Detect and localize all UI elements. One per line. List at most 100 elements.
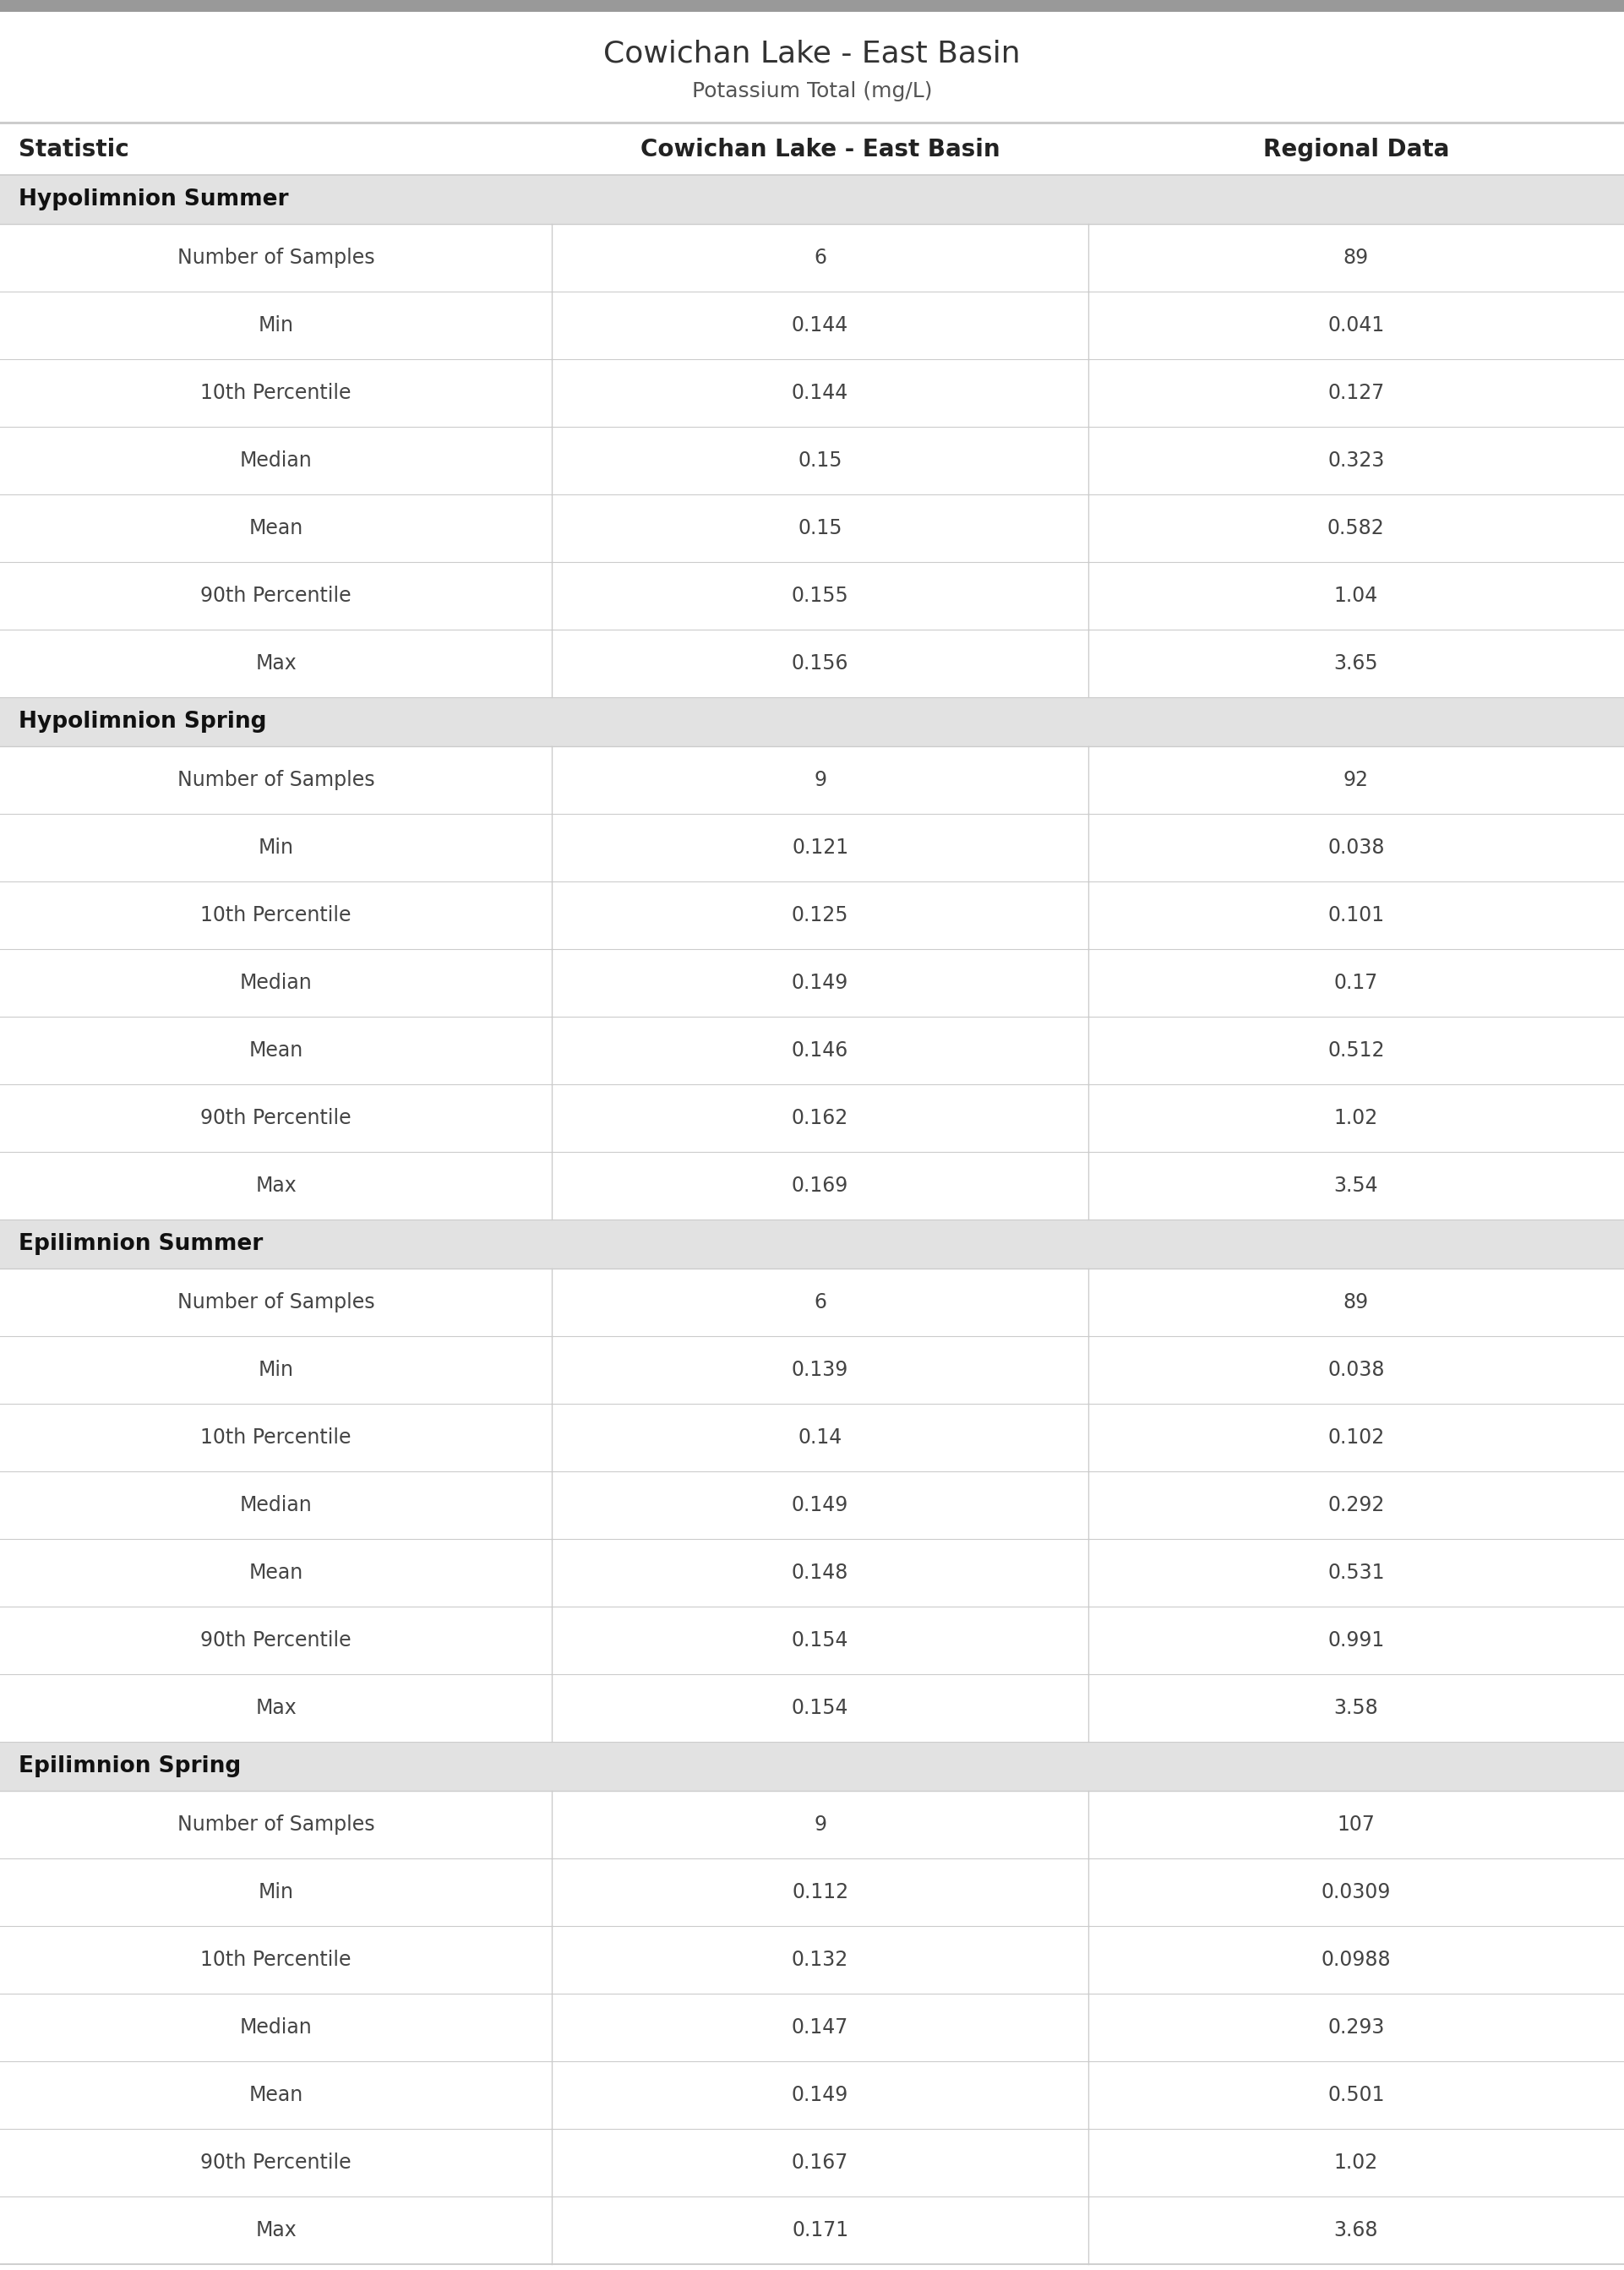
Text: Epilimnion Summer: Epilimnion Summer bbox=[18, 1233, 263, 1255]
Text: 0.125: 0.125 bbox=[791, 906, 849, 926]
Bar bbox=[0, 1403, 1624, 1471]
Text: 0.162: 0.162 bbox=[793, 1108, 848, 1128]
Text: Median: Median bbox=[240, 974, 312, 992]
Text: 0.512: 0.512 bbox=[1327, 1040, 1385, 1060]
Bar bbox=[0, 1607, 1624, 1675]
Text: 0.531: 0.531 bbox=[1327, 1562, 1385, 1582]
Text: Number of Samples: Number of Samples bbox=[177, 770, 375, 790]
Text: Mean: Mean bbox=[248, 1040, 304, 1060]
Text: 0.149: 0.149 bbox=[793, 974, 848, 992]
Text: 3.65: 3.65 bbox=[1333, 654, 1379, 674]
Bar bbox=[0, 125, 1624, 175]
Text: Min: Min bbox=[258, 838, 294, 858]
Text: 89: 89 bbox=[1343, 1292, 1369, 1312]
Text: Median: Median bbox=[240, 2018, 312, 2038]
Bar bbox=[0, 1539, 1624, 1607]
Bar bbox=[0, 1219, 1624, 1269]
Text: 0.102: 0.102 bbox=[1328, 1428, 1384, 1448]
Text: 0.041: 0.041 bbox=[1328, 316, 1384, 336]
Bar bbox=[0, 123, 1624, 125]
Text: 0.991: 0.991 bbox=[1328, 1630, 1384, 1650]
Text: Min: Min bbox=[258, 316, 294, 336]
Text: 0.101: 0.101 bbox=[1328, 906, 1384, 926]
Text: 90th Percentile: 90th Percentile bbox=[201, 1630, 351, 1650]
Text: Statistic: Statistic bbox=[18, 138, 128, 161]
Text: 0.154: 0.154 bbox=[791, 1630, 849, 1650]
Bar bbox=[0, 1675, 1624, 1741]
Text: 0.169: 0.169 bbox=[793, 1176, 848, 1196]
Text: 0.146: 0.146 bbox=[793, 1040, 848, 1060]
Bar bbox=[0, 1085, 1624, 1151]
Text: 90th Percentile: 90th Percentile bbox=[201, 1108, 351, 1128]
Text: 1.02: 1.02 bbox=[1333, 1108, 1379, 1128]
Text: Hypolimnion Spring: Hypolimnion Spring bbox=[18, 711, 266, 733]
Text: 0.148: 0.148 bbox=[791, 1562, 849, 1582]
Text: 0.292: 0.292 bbox=[1327, 1496, 1385, 1516]
Text: Max: Max bbox=[255, 654, 297, 674]
Text: 0.154: 0.154 bbox=[791, 1698, 849, 1718]
Text: 0.293: 0.293 bbox=[1327, 2018, 1385, 2038]
Text: Epilimnion Spring: Epilimnion Spring bbox=[18, 1755, 240, 1777]
Text: 0.149: 0.149 bbox=[793, 1496, 848, 1516]
Bar bbox=[0, 815, 1624, 881]
Text: 10th Percentile: 10th Percentile bbox=[201, 384, 351, 404]
Bar bbox=[0, 2061, 1624, 2129]
Text: 3.54: 3.54 bbox=[1333, 1176, 1379, 1196]
Bar bbox=[0, 175, 1624, 225]
Text: Median: Median bbox=[240, 1496, 312, 1516]
Bar bbox=[0, 881, 1624, 949]
Text: 92: 92 bbox=[1343, 770, 1369, 790]
Text: Potassium Total (mg/L): Potassium Total (mg/L) bbox=[692, 82, 932, 102]
Text: Mean: Mean bbox=[248, 1562, 304, 1582]
Text: Number of Samples: Number of Samples bbox=[177, 247, 375, 268]
Text: 0.149: 0.149 bbox=[793, 2084, 848, 2104]
Bar bbox=[0, 2129, 1624, 2197]
Text: 3.58: 3.58 bbox=[1333, 1698, 1379, 1718]
Bar bbox=[0, 1791, 1624, 1859]
Text: 0.139: 0.139 bbox=[793, 1360, 848, 1380]
Bar bbox=[0, 747, 1624, 815]
Text: 0.0988: 0.0988 bbox=[1322, 1950, 1390, 1970]
Text: 9: 9 bbox=[814, 770, 827, 790]
Text: 0.171: 0.171 bbox=[793, 2220, 848, 2240]
Bar bbox=[0, 1017, 1624, 1085]
Text: Cowichan Lake - East Basin: Cowichan Lake - East Basin bbox=[604, 39, 1020, 68]
Bar bbox=[0, 427, 1624, 495]
Text: Max: Max bbox=[255, 1698, 297, 1718]
Text: 10th Percentile: 10th Percentile bbox=[201, 1950, 351, 1970]
Text: 107: 107 bbox=[1337, 1814, 1376, 1834]
Text: 0.121: 0.121 bbox=[793, 838, 848, 858]
Text: 89: 89 bbox=[1343, 247, 1369, 268]
Text: 0.582: 0.582 bbox=[1327, 518, 1385, 538]
Text: 0.156: 0.156 bbox=[791, 654, 849, 674]
Text: 6: 6 bbox=[814, 1292, 827, 1312]
Text: 3.68: 3.68 bbox=[1333, 2220, 1379, 2240]
Text: Min: Min bbox=[258, 1882, 294, 1902]
Text: 0.132: 0.132 bbox=[793, 1950, 848, 1970]
Text: 0.038: 0.038 bbox=[1327, 838, 1385, 858]
Bar bbox=[0, 697, 1624, 747]
Bar bbox=[0, 359, 1624, 427]
Bar bbox=[0, 1925, 1624, 1993]
Text: 10th Percentile: 10th Percentile bbox=[201, 1428, 351, 1448]
Text: 0.17: 0.17 bbox=[1333, 974, 1379, 992]
Text: 0.167: 0.167 bbox=[793, 2152, 848, 2172]
Text: 1.04: 1.04 bbox=[1333, 586, 1379, 606]
Text: 0.144: 0.144 bbox=[793, 316, 848, 336]
Text: 0.112: 0.112 bbox=[793, 1882, 848, 1902]
Text: Regional Data: Regional Data bbox=[1263, 138, 1449, 161]
Bar bbox=[0, 291, 1624, 359]
Text: 0.0309: 0.0309 bbox=[1322, 1882, 1390, 1902]
Text: 0.147: 0.147 bbox=[793, 2018, 848, 2038]
Text: Max: Max bbox=[255, 2220, 297, 2240]
Bar bbox=[0, 0, 1624, 11]
Text: 6: 6 bbox=[814, 247, 827, 268]
Bar bbox=[0, 2197, 1624, 2263]
Text: Max: Max bbox=[255, 1176, 297, 1196]
Bar bbox=[0, 949, 1624, 1017]
Bar bbox=[0, 1993, 1624, 2061]
Text: Mean: Mean bbox=[248, 2084, 304, 2104]
Text: 0.155: 0.155 bbox=[791, 586, 849, 606]
Text: 90th Percentile: 90th Percentile bbox=[201, 2152, 351, 2172]
Text: 0.501: 0.501 bbox=[1327, 2084, 1385, 2104]
